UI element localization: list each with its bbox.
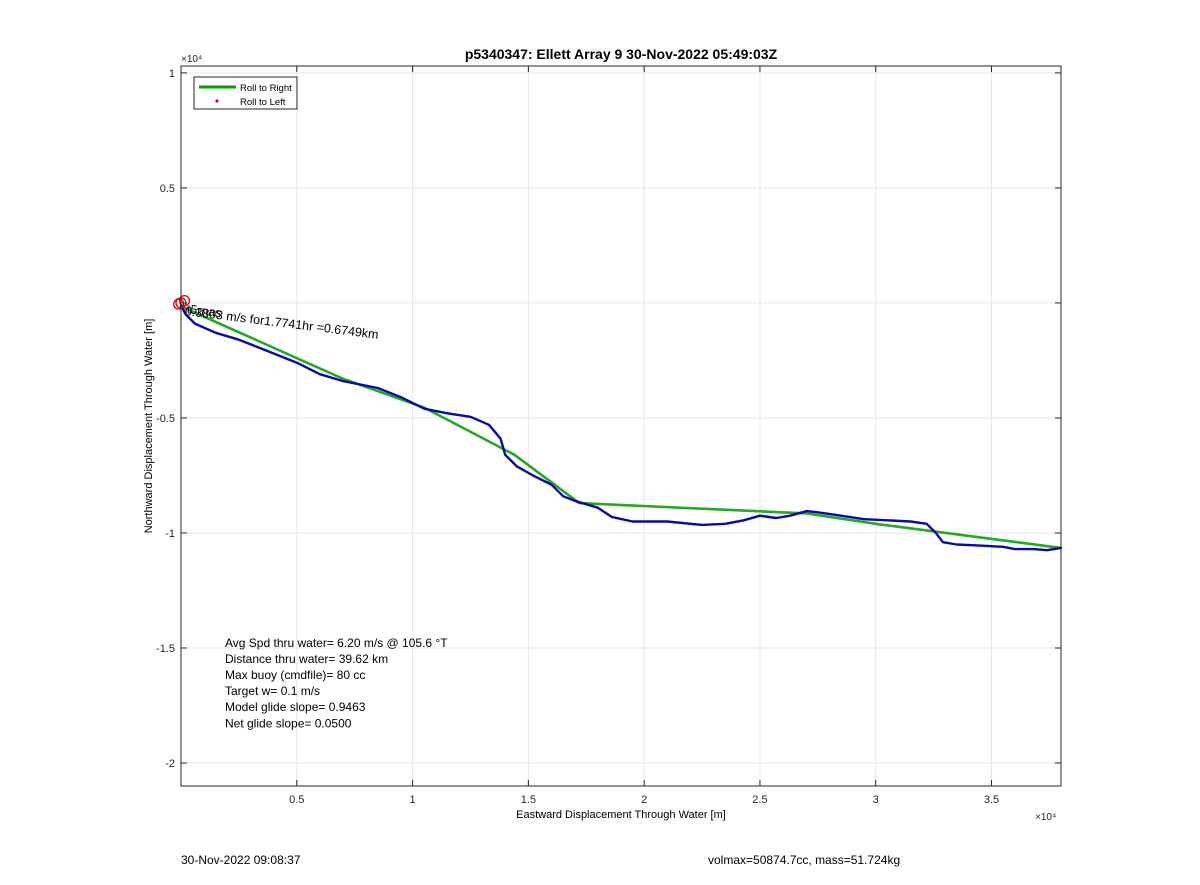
overlapping-label: t5rnas <box>186 302 222 320</box>
grid <box>181 66 1061 786</box>
x-tick-label: 3 <box>873 794 879 806</box>
legend-swatch-dot <box>215 99 219 103</box>
x-tick-label: 0.5 <box>289 794 304 806</box>
chart-title: p5340347: Ellett Array 9 30-Nov-2022 05:… <box>465 46 778 62</box>
y-tick-label: -1 <box>165 528 175 540</box>
y-axis-exponent: ×10⁴ <box>181 54 202 65</box>
y-tick-label: -2 <box>165 758 175 770</box>
stats-annotation: Max buoy (cmdfile)= 80 cc <box>225 668 365 682</box>
series-line-track <box>179 304 1063 552</box>
stats-annotation: Target w= 0.1 m/s <box>225 684 320 698</box>
legend-box <box>193 76 298 110</box>
legend-label: Roll to Right <box>240 83 292 94</box>
tick-layer: 0.5 1 1.5 2 2.5 3 3.5 1 0.5 -0.5 -1 -1.5 -2 <box>156 66 1061 806</box>
y-tick-label: 1 <box>169 68 175 80</box>
x-tick-label: 3.5 <box>984 794 999 806</box>
legend-label: Roll to Left <box>240 97 286 108</box>
legend: Roll to Right Roll to Left <box>193 76 298 110</box>
start-marker <box>173 298 185 310</box>
y-tick-label: -0.5 <box>156 413 175 425</box>
x-tick-label: 1.5 <box>521 794 536 806</box>
stats-annotation: Distance thru water= 39.62 km <box>225 652 388 666</box>
series-line-model <box>179 305 1063 550</box>
annotation-layer: Avg Spd thru water= 6.20 m/s @ 105.6 °T D… <box>225 636 448 731</box>
y-tick-label: -1.5 <box>156 643 175 655</box>
x-tick-label: 2.5 <box>752 794 767 806</box>
x-tick-label: 2 <box>641 794 647 806</box>
x-axis-label: Eastward Displacement Through Water [m] <box>516 809 726 821</box>
y-axis-label: Northward Displacement Through Water [m] <box>143 319 155 534</box>
x-axis-exponent: ×10⁴ <box>1035 812 1056 823</box>
y-tick-label: 0.5 <box>160 183 175 195</box>
stats-annotation: Net glide slope= 0.0500 <box>225 716 352 730</box>
x-tick-label: 1 <box>410 794 416 806</box>
series-layer <box>179 304 1063 552</box>
axes-box <box>180 65 1062 787</box>
start-marker <box>178 294 191 307</box>
footer-volmax-mass: volmax=50874.7cc, mass=51.724kg <box>708 853 901 867</box>
stats-annotation: Avg Spd thru water= 6.20 m/s @ 105.6 °T <box>225 636 448 650</box>
footer-timestamp: 30-Nov-2022 09:08:37 <box>181 853 301 867</box>
stats-annotation: Model glide slope= 0.9463 <box>225 700 366 714</box>
